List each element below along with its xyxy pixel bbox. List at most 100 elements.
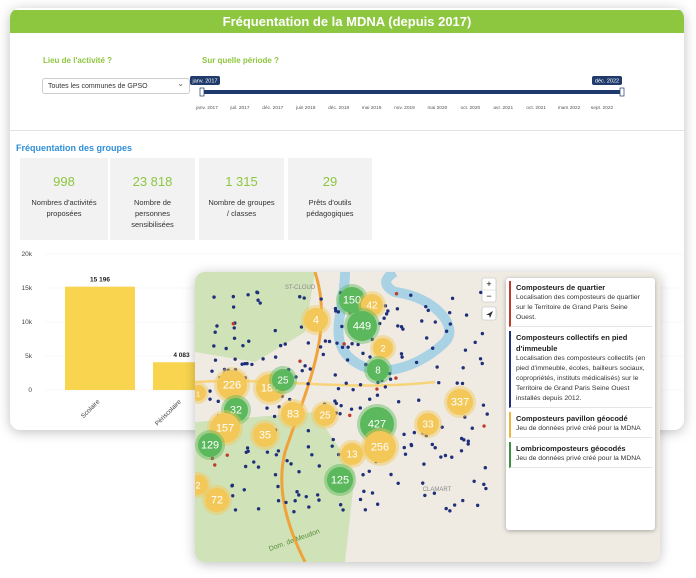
map-point: [448, 322, 453, 326]
timeline-tick-label: déc. 2017: [262, 105, 283, 111]
map-point: [216, 399, 220, 404]
range-end: déc. 2022: [595, 79, 619, 85]
map-point: [394, 376, 398, 380]
start-handle[interactable]: [199, 87, 205, 97]
map-point: [261, 357, 265, 361]
cluster-count: 427: [368, 419, 386, 431]
map-point: [396, 481, 400, 486]
map-point: [212, 344, 216, 348]
map-point: [333, 373, 337, 377]
map-point: [319, 297, 323, 301]
map-point: [245, 446, 250, 450]
cluster-count: 125: [331, 475, 349, 487]
map-point: [340, 324, 344, 329]
legend-title: Lombricomposteurs géocodés: [516, 444, 626, 453]
section-title: Fréquentation des groupes: [16, 143, 133, 153]
map-point: [421, 481, 425, 485]
map-point: [240, 362, 244, 366]
map-point: [303, 364, 307, 368]
map-point: [395, 307, 400, 311]
kpi-label: Nombre de groupes / classes: [208, 198, 275, 218]
map-point: [384, 312, 389, 316]
map-point: [424, 336, 429, 340]
map-point: [323, 339, 328, 343]
map-point: [478, 357, 483, 361]
map-point: [306, 341, 311, 345]
timeline-track[interactable]: [202, 90, 622, 94]
map-point: [448, 509, 452, 513]
map-point: [258, 301, 262, 305]
timeline-tick-label: juil. 2017: [229, 105, 250, 111]
legend-title: Composteurs pavillon géocodé: [516, 414, 628, 423]
cluster: [253, 423, 277, 447]
map-point: [327, 339, 332, 344]
map-point: [318, 345, 323, 349]
legend-item: Composteurs pavillon géocodé Jeu de donné…: [509, 412, 652, 438]
map-point: [351, 387, 355, 392]
map-point: [426, 308, 430, 313]
kpi-card: 29 Prêts d'outils pédagogiques: [288, 158, 372, 240]
map-point: [210, 369, 214, 373]
map-point: [460, 381, 465, 386]
cluster-count: 13: [347, 450, 358, 461]
map-point: [304, 494, 308, 499]
map-point: [481, 403, 486, 407]
map-point: [297, 493, 301, 497]
map-point: [472, 479, 476, 483]
map-point: [302, 296, 306, 300]
map-point: [378, 321, 382, 326]
kpi-card: 1 315 Nombre de groupes / classes: [199, 158, 284, 240]
map-point: [439, 455, 443, 459]
kpi-value: 998: [53, 174, 75, 189]
legend-description: Localisation des composteurs collectifs …: [516, 355, 646, 402]
map-point: [298, 295, 302, 299]
map-point: [420, 319, 424, 323]
map-point: [389, 472, 393, 477]
place-select[interactable]: Toutes les communes de GPSO: [42, 76, 190, 94]
end-handle[interactable]: [619, 87, 625, 97]
map-point: [358, 497, 363, 502]
place-label: Lieu de l'activité ?: [43, 56, 113, 65]
map-point: [423, 493, 427, 498]
map-point: [292, 509, 296, 514]
legend-description: Jeu de données privé créé pour la MDNA: [516, 455, 641, 462]
legend-description: Localisation des composteurs de quartier…: [516, 294, 640, 321]
map-point: [344, 381, 348, 385]
map-point: [335, 341, 339, 345]
timeline-tick-label: juin 2018: [295, 105, 316, 111]
map-point: [484, 486, 488, 491]
cluster: [341, 443, 363, 465]
map-point: [340, 345, 345, 349]
map-point: [483, 466, 488, 470]
map-point: [482, 482, 486, 487]
timeline-tick-label: sept. 2022: [591, 105, 614, 111]
cluster-count: 83: [287, 409, 299, 421]
cluster: [210, 413, 240, 443]
map-point: [231, 305, 236, 309]
cluster: [339, 287, 365, 313]
map-point: [245, 361, 249, 366]
cluster-count: 25: [320, 411, 331, 422]
map-point: [295, 489, 299, 494]
map-point: [368, 397, 372, 401]
start-badge: [190, 76, 220, 85]
map-point: [414, 360, 419, 365]
map-point: [310, 453, 314, 457]
cluster: [367, 359, 389, 381]
map-point: [399, 352, 404, 356]
zoom-in[interactable]: +: [486, 279, 491, 289]
kpi-label: Nombre de personnes sensibilisées: [131, 198, 174, 229]
map-point: [386, 309, 390, 313]
map-point: [299, 325, 304, 329]
map-point: [383, 385, 388, 389]
cluster-count: 226: [223, 380, 241, 392]
zoom-out[interactable]: −: [486, 291, 491, 301]
map-point: [341, 508, 345, 512]
map-point: [273, 473, 278, 477]
map-point: [473, 340, 477, 345]
y-tick-label: 20k: [22, 251, 33, 258]
map-point: [273, 355, 278, 359]
timeline: janv. 2017 déc. 2022 janv. 2017 juil. 201…: [190, 76, 625, 111]
cluster: [195, 385, 206, 401]
